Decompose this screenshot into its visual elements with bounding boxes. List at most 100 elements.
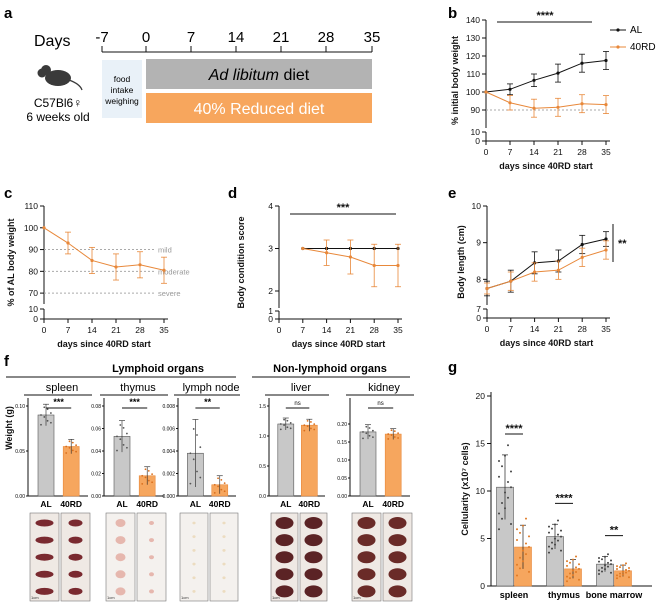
- f-liver-dot-al-5: [283, 418, 285, 421]
- g-spleen-dot-AL-15: [498, 459, 500, 462]
- c-ref-label-2: severe: [158, 289, 181, 298]
- f-spleen-dot-rd-4: [65, 445, 68, 448]
- g-thymus-dot-40RD-0: [566, 580, 568, 583]
- g-thymus-dot-40RD-3: [575, 570, 577, 573]
- g-thymus-dot-40RD-4: [578, 567, 580, 570]
- b-point-40RD-4: [580, 102, 584, 106]
- f-lymph-node-dot-rd-4: [213, 483, 216, 486]
- f-spleen-dot-rd-1: [68, 446, 71, 449]
- g-spleen-dot-40RD-15: [516, 528, 518, 531]
- g-bone-marrow-cat-label: bone marrow: [586, 590, 644, 600]
- panel-b-label: b: [448, 5, 457, 22]
- f-kidney-sig-text: ns: [377, 401, 383, 407]
- c-xtick-label-28: 28: [135, 325, 145, 335]
- g-ytick-label-15: 15: [476, 439, 486, 449]
- g-bone-marrow-dot-40RD-1: [619, 575, 621, 578]
- g-spleen-dot-AL-13: [507, 480, 509, 483]
- g-spleen-dot-40RD-2: [522, 560, 524, 563]
- b-point-AL-4: [580, 61, 584, 65]
- f-spleen-dot-al-4: [40, 414, 42, 416]
- f-liver-dot-rd-1: [306, 425, 309, 428]
- g-thymus-dot-AL-3: [557, 539, 559, 542]
- f-kidney-ytick-label-0.15: 0.15: [337, 440, 347, 446]
- g-spleen-dot-40RD-8: [525, 517, 527, 520]
- g-spleen-dot-AL-12: [504, 491, 506, 494]
- f-thymus-dot-rd-6: [147, 479, 150, 482]
- g-thymus-dot-40RD-13: [575, 566, 577, 569]
- panel-g: g 0 5 10 15 20 Cellularity (x10⁷ cells) **** spl…: [448, 359, 652, 600]
- g-thymus-dot-40RD-12: [572, 569, 574, 572]
- f-liver-dot-al-3: [289, 427, 292, 430]
- g-ytick-label-20: 20: [476, 391, 486, 401]
- f-kidney-cat-al: AL: [362, 499, 373, 509]
- panel-f-label: f: [4, 353, 10, 370]
- panel-e-label: e: [448, 185, 456, 202]
- c-ytick-label-110: 110: [24, 201, 38, 211]
- b-xlabel: days since 40RD start: [499, 161, 593, 171]
- f-liver-dot-rd-4: [303, 424, 306, 427]
- f-spleen-cat-al: AL: [40, 499, 51, 509]
- b-point-AL-1: [508, 87, 512, 91]
- f-lymph-node-ytick-label-0.006: 0.006: [162, 427, 175, 433]
- f-thymus-sig-text: ***: [129, 397, 140, 407]
- g-thymus-dot-AL-15: [548, 525, 550, 528]
- e-point-40RD-0: [485, 286, 489, 291]
- f-lymph-node-dot-rd-1: [217, 485, 219, 488]
- e-series-40RD-line: [486, 249, 607, 289]
- g-bone-marrow-dot-40RD-14: [628, 567, 630, 570]
- g-spleen-dot-40RD-11: [519, 556, 521, 559]
- g-thymus-dot-AL-14: [560, 529, 562, 532]
- b-point-AL-3: [556, 71, 560, 75]
- e-sig-text: **: [618, 238, 627, 250]
- f-spleen-sig-text: ***: [53, 397, 64, 407]
- f-thymus-dot-rd-2: [147, 469, 150, 472]
- f-liver-organ-1-0: [304, 517, 323, 529]
- f-spleen-dot-rd-7: [75, 444, 77, 447]
- g-spleen-dot-40RD-12: [522, 549, 524, 552]
- g-thymus-dot-40RD-2: [572, 574, 574, 577]
- g-thymus-dot-40RD-5: [566, 564, 568, 567]
- g-bone-marrow-dot-40RD-13: [625, 568, 627, 571]
- g-spleen-dot-AL-14: [510, 470, 512, 473]
- e-xtick-label-7: 7: [508, 324, 513, 334]
- f-kidney-dot-rd-0: [387, 438, 390, 440]
- f-kidney-ytick-label-0.10: 0.10: [337, 458, 347, 464]
- g-bone-marrow-dot-AL-7: [604, 555, 606, 558]
- f-lymph-node-dot-al-7: [199, 446, 202, 449]
- d-point-40RD-4: [396, 263, 400, 268]
- b-legend-rd-dot: [616, 45, 620, 49]
- c-ytick-low-label-0: 0: [33, 314, 38, 324]
- f-liver-dot-rd-6: [310, 427, 312, 430]
- g-bone-marrow-dot-AL-0: [598, 573, 600, 576]
- g-ytick-label-5: 5: [480, 534, 485, 544]
- f-liver-dot-rd-5: [306, 419, 309, 422]
- f-spleen-organ-0-3: [35, 570, 54, 578]
- f-thymus-cat-al: AL: [116, 499, 127, 509]
- f-ylabel: Weight (g): [4, 406, 14, 450]
- f-kidney-dot-rd-5: [390, 429, 393, 432]
- f-thymus-dot-al-1: [119, 438, 122, 441]
- d-sig-text: ***: [337, 202, 351, 214]
- f-thymus-scale-label: 1cm: [107, 595, 115, 600]
- d-point-40RD-2: [348, 255, 352, 259]
- f-lymph-node-dot-rd-3: [223, 490, 226, 493]
- b-ytick-low-label-0: 0: [475, 136, 480, 146]
- c-point-40RD-2: [90, 258, 94, 263]
- f-kidney-dot-rd-7: [397, 432, 399, 435]
- f-kidney-organ-1-4: [388, 585, 407, 598]
- timeline-tick-label-0: 0: [142, 29, 150, 46]
- f-thymus-ytick-label-0.06: 0.06: [91, 427, 101, 433]
- f-lymph-node-dot-al-4: [189, 452, 192, 455]
- g-thymus-dot-40RD-15: [566, 560, 568, 563]
- g-spleen-sig-text: ****: [505, 423, 523, 435]
- f-kidney-ytick-label-0.05: 0.05: [337, 476, 347, 482]
- f-lymph-node-photo-al: [179, 512, 209, 602]
- c-ytick-label-70: 70: [29, 288, 39, 298]
- food-box-line-1: food: [114, 74, 131, 84]
- g-bone-marrow-dot-AL-15: [598, 556, 600, 559]
- f-lymph-node-title: lymph node: [183, 382, 240, 394]
- f-spleen-dot-al-0: [40, 423, 42, 426]
- f-lymph-node-dot-rd-6: [220, 488, 223, 491]
- f-thymus-dot-al-3: [126, 446, 128, 449]
